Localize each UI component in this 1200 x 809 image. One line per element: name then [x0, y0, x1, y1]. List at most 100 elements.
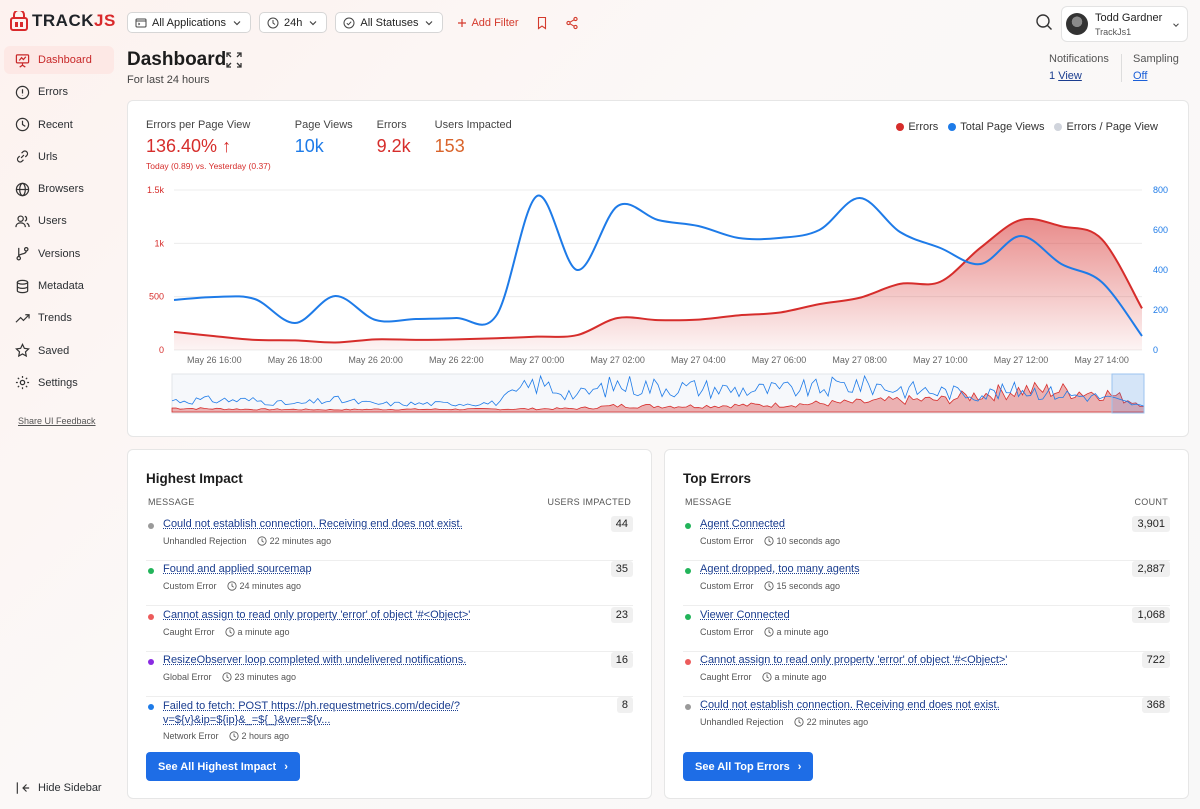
card-title: Top Errors	[683, 471, 752, 486]
metric-label: Page Views	[294, 119, 353, 131]
list-item[interactable]: Failed to fetch: POST https://ph.request…	[146, 697, 633, 742]
list-item[interactable]: Could not establish connection. Receivin…	[146, 516, 633, 561]
x-tick-label: May 26 18:00	[268, 355, 323, 365]
error-message-link[interactable]: Cannot assign to read only property 'err…	[163, 609, 471, 621]
y-left-tick-label: 500	[149, 292, 164, 302]
user-menu[interactable]: Todd Gardner TrackJs1	[1061, 6, 1188, 42]
error-message-link[interactable]: ResizeObserver loop completed with undel…	[163, 654, 467, 666]
x-tick-label: May 27 06:00	[752, 355, 807, 365]
sidebar-item-versions[interactable]: Versions	[4, 240, 114, 268]
applications-select[interactable]: All Applications	[127, 12, 251, 33]
y-right-tick-label: 800	[1153, 185, 1168, 195]
count-badge: 8	[616, 697, 633, 713]
error-message-link[interactable]: Found and applied sourcemap	[163, 563, 312, 575]
error-message-link[interactable]: Viewer Connected	[700, 609, 790, 621]
hide-sidebar-button[interactable]: Hide Sidebar	[16, 781, 102, 795]
presentation-chart-icon	[15, 53, 30, 68]
sidebar-item-browsers[interactable]: Browsers	[4, 175, 114, 203]
time-range-select[interactable]: 24h	[259, 12, 328, 33]
error-time: 10 seconds ago	[776, 536, 841, 546]
sidebar-item-recent[interactable]: Recent	[4, 111, 114, 139]
sidebar-item-settings[interactable]: Settings	[4, 369, 114, 397]
status-dot	[685, 568, 691, 574]
chevron-right-icon: ›	[797, 760, 802, 773]
collapse-sidebar-icon	[16, 782, 30, 794]
link-icon	[16, 150, 29, 163]
star-icon	[15, 343, 30, 358]
navigator-page-views	[171, 374, 1145, 407]
errors-pageviews-chart[interactable]: 0 500 1k 1.5k 0 200 400 600 800 May 26 16:00 May 2…	[128, 101, 1190, 438]
errors-line	[173, 217, 1143, 344]
see-all-highest-impact-button[interactable]: See All Highest Impact ›	[146, 752, 300, 781]
x-tick-label: May 27 14:00	[1074, 355, 1129, 365]
navigator-selection-handle	[1111, 373, 1145, 414]
metric-errors-per-page-view[interactable]: Errors per Page View 136.40% ↑ Today (0.…	[146, 119, 271, 171]
search-icon[interactable]	[1035, 13, 1053, 31]
highest-impact-card: Highest Impact MESSAGE USERS IMPACTED Co…	[127, 449, 652, 799]
list-item[interactable]: Cannot assign to read only property 'err…	[146, 607, 633, 652]
sidebar-item-label: Urls	[38, 150, 58, 163]
clock-icon	[761, 672, 772, 682]
metric-errors[interactable]: Errors 9.2k	[377, 119, 411, 171]
sidebar-item-saved[interactable]: Saved	[4, 337, 114, 365]
x-tick-label: May 27 10:00	[913, 355, 968, 365]
filter-bar: All Applications 24h All Statuses Add Fi…	[127, 12, 579, 33]
clock-icon	[15, 117, 30, 132]
list-item[interactable]: Agent dropped, too many agents Custom Err…	[683, 561, 1170, 606]
metric-users-impacted[interactable]: Users Impacted 153	[435, 119, 512, 171]
list-item[interactable]: Cannot assign to read only property 'err…	[683, 652, 1170, 697]
metric-value: 9.2k	[376, 136, 411, 156]
page-title: Dashboard	[127, 49, 227, 70]
error-message-link[interactable]: Agent dropped, too many agents	[700, 563, 860, 575]
user-name: Todd Gardner	[1095, 11, 1163, 24]
error-time: 23 minutes ago	[234, 672, 297, 682]
count-badge: 1,068	[1132, 607, 1170, 623]
error-type: Custom Error	[700, 536, 754, 546]
share-icon[interactable]	[565, 16, 579, 30]
list-item[interactable]: ResizeObserver loop completed with undel…	[146, 652, 633, 697]
metric-label: Users Impacted	[434, 119, 512, 131]
applications-value: All Applications	[152, 16, 226, 29]
bookmark-icon[interactable]	[535, 16, 549, 30]
error-message-link[interactable]: Agent Connected	[700, 518, 786, 530]
sampling-toggle-link[interactable]: Off	[1133, 70, 1148, 82]
clock-icon	[226, 581, 237, 591]
metric-page-views[interactable]: Page Views 10k	[295, 119, 353, 171]
status-select[interactable]: All Statuses	[335, 12, 444, 33]
list-item[interactable]: Agent Connected Custom Error 10 seconds ag…	[683, 516, 1170, 561]
sidebar-item-users[interactable]: Users	[4, 207, 114, 235]
list-item[interactable]: Viewer Connected Custom Error a minute ago…	[683, 607, 1170, 652]
error-time: a minute ago	[237, 627, 290, 637]
trackjs-logo[interactable]: TRACKJS	[10, 11, 116, 31]
notifications-view-link[interactable]: View	[1058, 70, 1082, 82]
legend-item-errors[interactable]: Errors	[896, 121, 938, 133]
sidebar-item-urls[interactable]: Urls	[4, 143, 114, 171]
share-feedback-link[interactable]: Share UI Feedback	[18, 416, 96, 426]
error-message-link[interactable]: Could not establish connection. Receivin…	[700, 699, 1000, 711]
list-item[interactable]: Could not establish connection. Receivin…	[683, 697, 1170, 742]
see-all-top-errors-button[interactable]: See All Top Errors ›	[683, 752, 814, 781]
trending-up-icon	[15, 314, 30, 323]
sidebar-item-label: Users	[38, 215, 67, 228]
sidebar-item-metadata[interactable]: Metadata	[4, 272, 114, 300]
x-tick-label: May 26 16:00	[187, 355, 242, 365]
add-filter-button[interactable]: Add Filter	[457, 17, 519, 29]
error-message-link[interactable]: Cannot assign to read only property 'err…	[700, 654, 1008, 666]
x-tick-label: May 26 22:00	[429, 355, 484, 365]
status-dot	[148, 659, 154, 665]
error-message-link[interactable]: Could not establish connection. Receivin…	[163, 518, 463, 530]
sidebar-item-trends[interactable]: Trends	[4, 304, 114, 332]
x-tick-label: May 27 02:00	[590, 355, 645, 365]
error-message-link[interactable]: Failed to fetch: POST https://ph.request…	[163, 700, 460, 726]
list-item[interactable]: Found and applied sourcemap Custom Error 2…	[146, 561, 633, 606]
legend-item-page-views[interactable]: Total Page Views	[948, 121, 1044, 133]
clock-icon	[763, 536, 774, 546]
sidebar-item-dashboard[interactable]: Dashboard	[4, 46, 114, 74]
users-icon	[15, 215, 30, 228]
page-subtitle: For last 24 hours	[127, 74, 210, 86]
legend-item-errors-per-page-view[interactable]: Errors / Page View	[1054, 121, 1158, 133]
legend-swatch	[948, 123, 957, 131]
sidebar-item-errors[interactable]: Errors	[4, 78, 114, 106]
clock-icon	[256, 536, 267, 546]
fullscreen-icon[interactable]	[226, 52, 242, 68]
